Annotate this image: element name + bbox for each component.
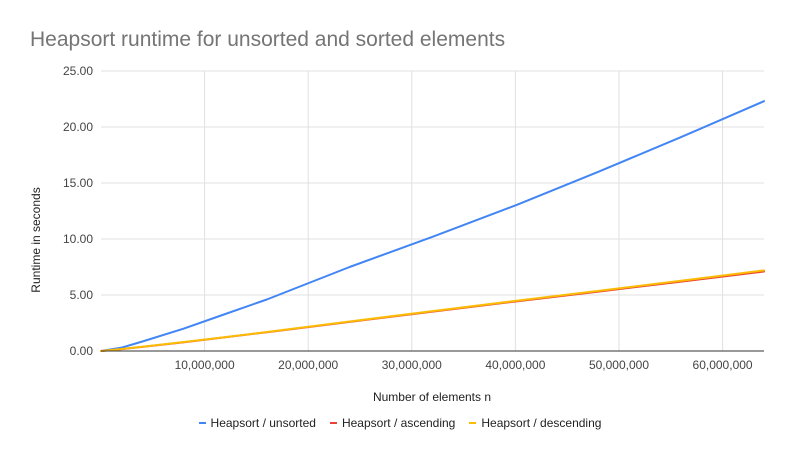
x-axis-title: Number of elements n	[373, 390, 491, 404]
legend: Heapsort / unsorted Heapsort / ascending H…	[0, 416, 800, 430]
legend-item: Heapsort / descending	[469, 416, 601, 430]
x-tick-label: 50,000,000	[589, 358, 649, 372]
legend-item: Heapsort / ascending	[329, 416, 456, 430]
chart-title: Heapsort runtime for unsorted and sorted…	[30, 28, 506, 51]
series-lines	[100, 100, 765, 352]
y-axis-title: Runtime in seconds	[29, 187, 43, 292]
legend-swatch	[329, 422, 337, 424]
grid-lines	[101, 70, 764, 351]
x-tick-label: 10,000,000	[175, 358, 235, 372]
y-tick-label: 25.00	[63, 64, 93, 78]
y-tick-label: 20.00	[63, 120, 93, 134]
y-tick-labels: 0.00 5.00 10.00 15.00 20.00 25.00	[63, 64, 93, 358]
series-line-3	[100, 269, 765, 352]
x-tick-labels: 10,000,000 20,000,000 30,000,000 40,000,000…	[175, 358, 753, 372]
x-tick-label: 60,000,000	[693, 358, 753, 372]
x-tick-label: 30,000,000	[382, 358, 442, 372]
legend-item: Heapsort / unsorted	[198, 416, 316, 430]
y-tick-label: 15.00	[63, 176, 93, 190]
legend-label: Heapsort / ascending	[341, 416, 456, 430]
y-tick-label: 10.00	[63, 232, 93, 246]
legend-swatch	[469, 422, 477, 424]
x-tick-label: 40,000,000	[485, 358, 545, 372]
legend-swatch	[198, 422, 206, 424]
x-tick-label: 20,000,000	[278, 358, 338, 372]
y-tick-label: 5.00	[70, 288, 94, 302]
legend-label: Heapsort / unsorted	[210, 416, 316, 430]
series-line-1	[100, 100, 765, 352]
legend-label: Heapsort / descending	[481, 416, 602, 430]
y-tick-label: 0.00	[70, 344, 94, 358]
